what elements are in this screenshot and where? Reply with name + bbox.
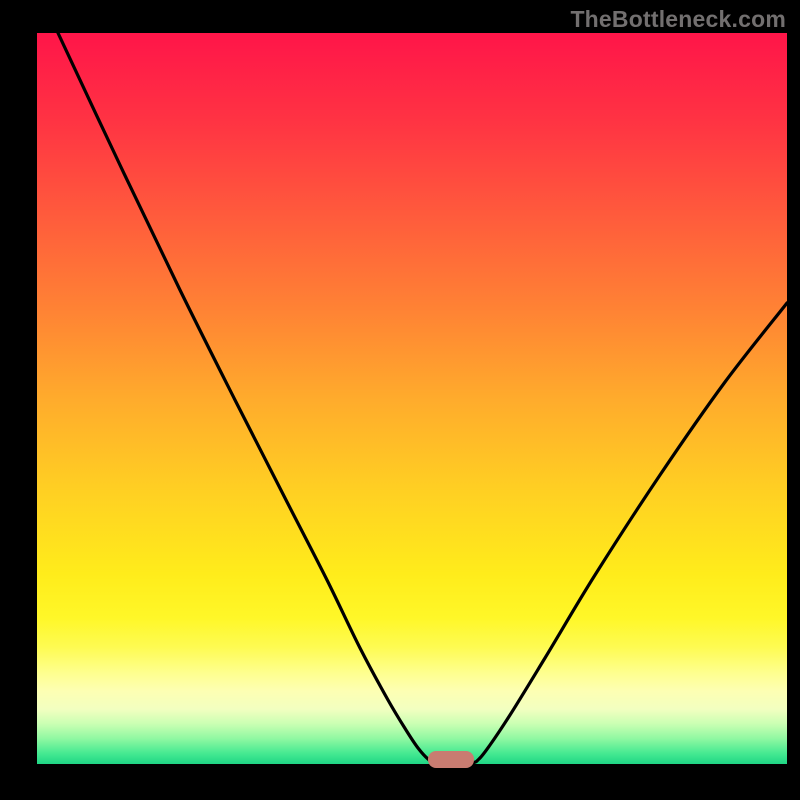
optimal-point-marker <box>428 751 474 768</box>
bottleneck-chart <box>0 0 800 800</box>
chart-frame: TheBottleneck.com <box>0 0 800 800</box>
gradient-background <box>37 33 787 764</box>
watermark-text: TheBottleneck.com <box>570 6 786 33</box>
